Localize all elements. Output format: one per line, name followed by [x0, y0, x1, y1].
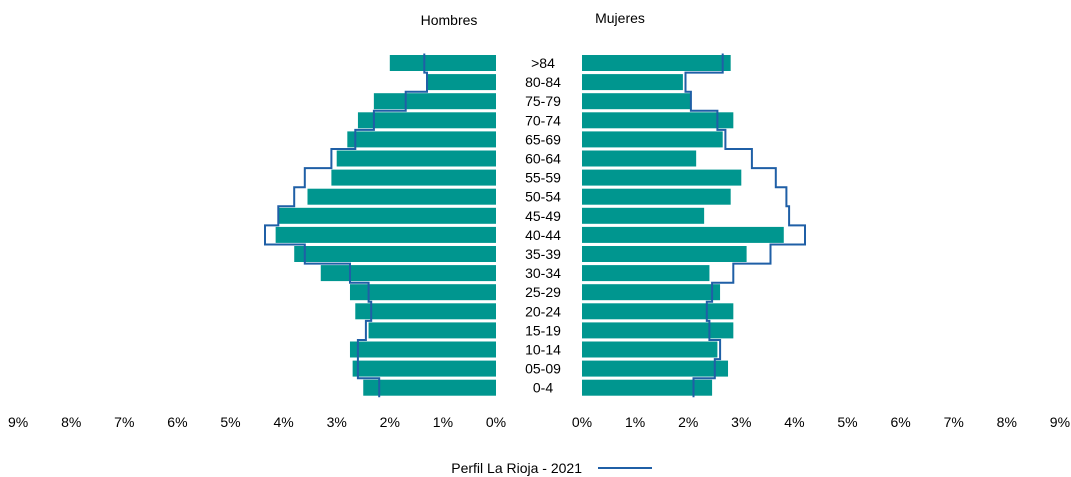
x-tick-label: 1%	[433, 414, 453, 430]
bar-hombres-40-44	[275, 226, 496, 243]
bar-mujeres-30-34	[582, 265, 710, 282]
bar-hombres-75-79	[373, 93, 496, 110]
bar-hombres-50-54	[307, 188, 496, 205]
age-label: 80-84	[525, 74, 561, 90]
x-tick-label: 3%	[327, 414, 347, 430]
bar-hombres-60-64	[336, 150, 496, 167]
x-tick-label: 7%	[114, 414, 134, 430]
x-tick-label: 0%	[486, 414, 506, 430]
bar-hombres-55-59	[331, 169, 496, 186]
bar-hombres-35-39	[294, 246, 496, 262]
bar-hombres-0-4	[363, 379, 496, 396]
bar-mujeres-45-49	[582, 207, 705, 224]
bar-mujeres-25-29	[582, 284, 721, 301]
bar-mujeres-55-59	[582, 169, 742, 186]
x-tick-label: 6%	[890, 414, 910, 430]
bar-hombres-25-29	[349, 284, 496, 301]
bar-mujeres-0-4	[582, 379, 713, 396]
age-labels: >84 80-84 75-79 70-74 65-69 60-64 55-59 50-54 45…	[525, 55, 561, 396]
x-tick-label: 2%	[678, 414, 698, 430]
age-label: 45-49	[525, 208, 561, 224]
age-label: 35-39	[525, 246, 561, 262]
bar-hombres-45-49	[278, 207, 496, 224]
age-label: 05-09	[525, 361, 561, 377]
legend: Perfil La Rioja - 2021	[451, 460, 652, 476]
bar-mujeres-75-79	[582, 93, 691, 110]
age-label: 30-34	[525, 265, 561, 281]
x-tick-label: 8%	[61, 414, 81, 430]
x-tick-label: 3%	[731, 414, 751, 430]
bar-mujeres-60-64	[582, 150, 697, 167]
x-tick-label: 1%	[625, 414, 645, 430]
bar-mujeres-15-19	[582, 322, 734, 339]
bar-hombres-30-34	[320, 265, 496, 282]
age-label: 50-54	[525, 189, 561, 205]
age-label: 25-29	[525, 284, 561, 300]
x-tick-label: 5%	[837, 414, 857, 430]
bar-mujeres-40-44	[582, 226, 784, 243]
bar-mujeres-70-74	[582, 112, 734, 129]
bar-mujeres-50-54	[582, 188, 731, 205]
bar-mujeres->84	[582, 55, 731, 71]
bar-hombres-15-19	[368, 322, 496, 339]
age-label: 55-59	[525, 170, 561, 186]
age-label: >84	[531, 55, 555, 71]
age-label: 70-74	[525, 112, 561, 128]
bar-hombres-20-24	[355, 303, 496, 320]
profile-line-right	[684, 53, 806, 398]
bar-hombres-65-69	[347, 131, 496, 148]
bar-hombres-80-84	[426, 74, 496, 91]
age-label: 75-79	[525, 93, 561, 109]
bar-mujeres-20-24	[582, 303, 734, 320]
x-tick-label: 4%	[784, 414, 804, 430]
age-label: 0-4	[533, 380, 553, 396]
age-label: 40-44	[525, 227, 561, 243]
bar-hombres-05-09	[352, 360, 496, 377]
x-tick-label: 9%	[1050, 414, 1070, 430]
bar-hombres-70-74	[357, 112, 496, 129]
left-bars	[275, 55, 496, 396]
age-label: 15-19	[525, 322, 561, 338]
bar-mujeres-80-84	[582, 74, 683, 91]
x-tick-label: 9%	[8, 414, 28, 430]
age-label: 10-14	[525, 342, 561, 358]
x-tick-label: 4%	[273, 414, 293, 430]
legend-label: Perfil La Rioja - 2021	[451, 460, 582, 476]
x-tick-label: 6%	[167, 414, 187, 430]
bar-mujeres-05-09	[582, 360, 729, 377]
age-label: 20-24	[525, 303, 561, 319]
x-tick-label: 2%	[380, 414, 400, 430]
bar-mujeres-35-39	[582, 246, 747, 262]
title-hombres: Hombres	[421, 12, 478, 28]
x-tick-label: 8%	[997, 414, 1017, 430]
x-tick-label: 7%	[944, 414, 964, 430]
bar-mujeres-65-69	[582, 131, 723, 148]
x-axis-ticks: 9% 8% 7% 6% 5% 4% 3% 2% 1% 0% 0% 1% 2% 3% 4% 5% 6% 7% 8% 9%	[8, 414, 1070, 430]
title-mujeres: Mujeres	[595, 10, 645, 26]
bar-hombres-10-14	[349, 341, 496, 358]
bar-mujeres-10-14	[582, 341, 718, 358]
right-bars	[582, 55, 784, 396]
age-label: 65-69	[525, 131, 561, 147]
x-tick-label: 5%	[220, 414, 240, 430]
bar-hombres->84	[389, 55, 496, 71]
age-label: 60-64	[525, 151, 561, 167]
x-tick-label: 0%	[572, 414, 592, 430]
profile-line-left	[264, 53, 428, 398]
